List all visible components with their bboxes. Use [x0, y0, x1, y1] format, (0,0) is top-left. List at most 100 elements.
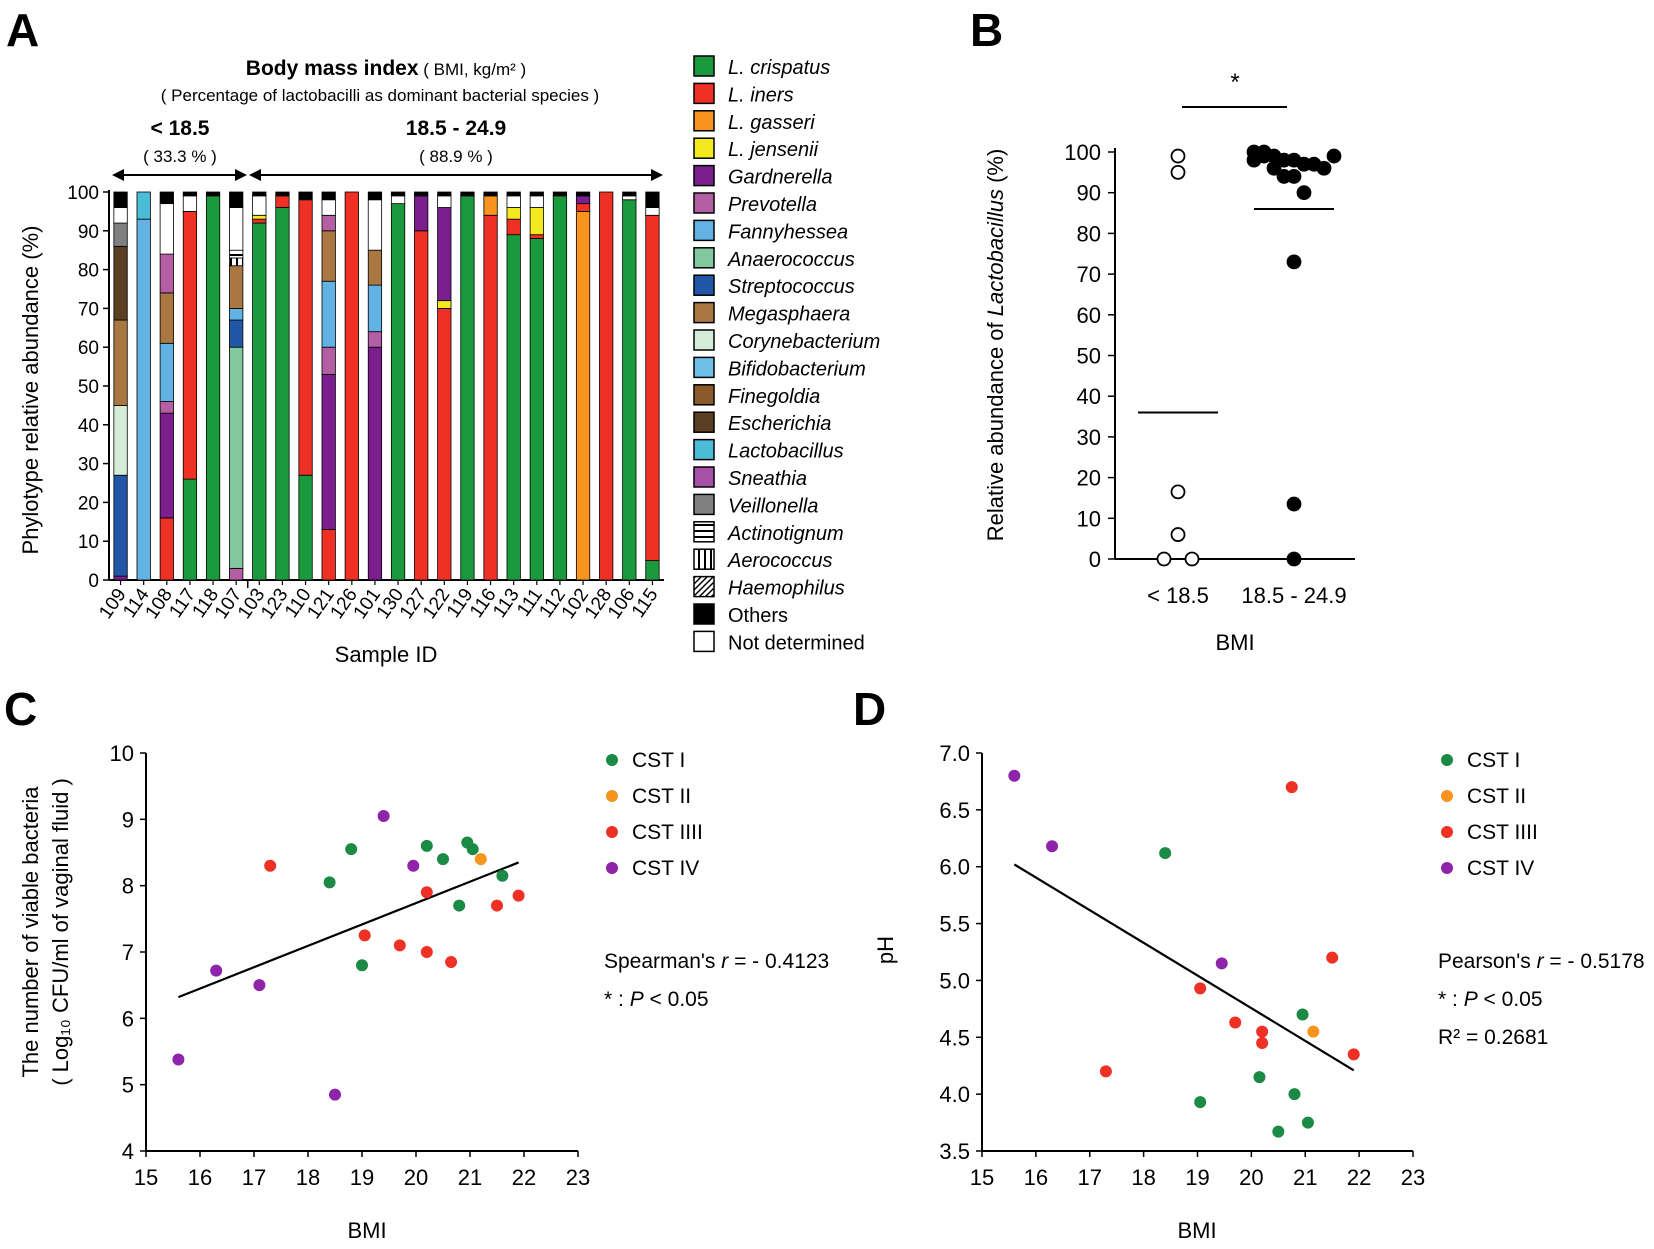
panel-d-r-symbol: r: [1537, 950, 1545, 973]
cst-legend-label: CST IV: [1467, 857, 1534, 880]
bar-segment-escherichia: [113, 245, 128, 321]
panel-b-ylabel: Relative abundance of Lactobacillus (%): [983, 149, 1008, 542]
panel-c-p-value: < 0.05: [644, 988, 709, 1011]
data-point-cst-i: [356, 959, 368, 972]
y-tick-label: 100: [67, 183, 99, 204]
bar-sample-101: [367, 191, 383, 581]
panel-d-method: Pearson's: [1438, 950, 1537, 973]
data-point: [1170, 484, 1186, 500]
bar-segment-veillonella: [113, 222, 128, 247]
cst-legend-item-cst-iiii: CST IIII: [1441, 821, 1538, 844]
bar-segment-l-iners: [575, 203, 591, 212]
x-tick-label: 18.5 - 24.9: [1241, 583, 1346, 608]
bar-segment-l-iners: [182, 210, 198, 480]
bar-sample-119: [460, 191, 475, 581]
x-tick-label: 17: [1078, 1165, 1102, 1190]
legend-label: Prevotella: [728, 194, 817, 216]
bar-sample-109: [113, 191, 128, 581]
bar-segment-others: [321, 191, 336, 201]
x-tick-label: 15: [134, 1165, 158, 1190]
data-point-cst-i: [496, 869, 509, 882]
legend-swatch: [693, 438, 715, 461]
panel-letter-b: B: [970, 4, 1003, 56]
data-point-cst-iv: [172, 1053, 185, 1066]
y-tick-label: 0: [1089, 547, 1101, 572]
panel-b-xlabel: BMI: [1215, 630, 1254, 655]
bar-segment-not-determined: [252, 195, 267, 216]
legend-item-bifidobacterium: Bifidobacterium: [693, 356, 866, 380]
cst-legend-label: CST II: [632, 785, 691, 808]
panel-d-p-prefix: * :: [1438, 988, 1464, 1011]
data-point-cst-iv: [253, 979, 266, 992]
bar-segment-not-determined: [622, 195, 637, 201]
panel-a-subtitle: ( Percentage of lactobacilli as dominant…: [161, 86, 599, 105]
bar-sample-130: [390, 191, 406, 581]
cst-legend-label: CST I: [1467, 749, 1520, 772]
bar-segment-not-determined: [506, 195, 521, 208]
data-point-cst-i: [1272, 1125, 1285, 1138]
bar-sample-102: [575, 191, 591, 581]
legend-swatch: [693, 301, 715, 324]
bar-segment-l-iners: [275, 195, 290, 208]
legend-item-escherichia: Escherichia: [693, 411, 831, 435]
y-tick-label: 80: [78, 261, 99, 282]
legend-item-veillonella: Veillonella: [693, 493, 818, 517]
data-point: [1256, 144, 1272, 160]
legend-swatch: [693, 82, 715, 105]
legend-swatch: [693, 55, 715, 77]
legend-item-l-jensenii: L. jensenii: [693, 137, 819, 161]
bar-segment-gardnerella: [437, 207, 452, 302]
data-point-cst-i: [1194, 1096, 1207, 1109]
legend-item-l-iners: L. iners: [693, 82, 794, 106]
bar-sample-113: [506, 191, 521, 581]
bar-segment-gardnerella: [575, 195, 591, 205]
bar-segment-not-determined: [182, 195, 198, 212]
data-point-cst-iiii: [1256, 1036, 1269, 1049]
bar-segment-l-iners: [506, 218, 521, 236]
legend-swatch: [693, 164, 715, 187]
bar-segment-not-determined: [321, 199, 336, 216]
x-tick-label: 20: [1239, 1165, 1263, 1190]
bar-sample-123: [275, 191, 290, 581]
legend-item-gardnerella: Gardnerella: [693, 164, 833, 189]
bar-segment-l-iners: [159, 517, 174, 581]
data-point: [1286, 551, 1302, 567]
cst-legend-item-cst-i: CST I: [1441, 749, 1520, 772]
y-tick-label: 30: [1077, 425, 1101, 450]
data-point: [1246, 152, 1262, 168]
data-point: [1286, 254, 1302, 270]
cst-legend-d: CST I CST II CST IIII CST IV: [1441, 749, 1538, 880]
bar-segment-l-crispatus: [552, 195, 568, 581]
legend-item-aerococcus: Aerococcus: [693, 548, 833, 572]
bar-sample-126: [344, 191, 359, 581]
legend-swatch: [693, 411, 715, 433]
bar-segment-l-iners: [483, 214, 498, 581]
data-point-cst-iiii: [491, 899, 503, 912]
bar-segment-others: [437, 191, 452, 197]
trendline: [177, 861, 520, 999]
legend-item-l-crispatus: L. crispatus: [693, 55, 830, 79]
panel-a-title-bold: Body mass index: [246, 57, 419, 80]
legend-swatch: [693, 548, 715, 570]
panel-a-ylabel: Phylotype relative abundance (%): [18, 226, 43, 555]
y-tick-label: 90: [78, 222, 99, 243]
y-tick-label: 7.0: [939, 741, 970, 766]
legend-swatch: [693, 384, 715, 406]
bar-segment-gardnerella: [321, 373, 336, 530]
cst-legend-marker: [1441, 862, 1453, 874]
legend-label: Megasphaera: [728, 304, 850, 326]
cst-legend-marker: [606, 826, 618, 838]
bar-segment-l-iners: [414, 230, 429, 581]
y-tick-label: 8: [122, 874, 134, 899]
bar-segment-l-crispatus: [252, 222, 267, 581]
y-tick-label: 5: [122, 1073, 134, 1098]
legend-label: Aerococcus: [727, 550, 833, 572]
bar-segment-l-crispatus: [182, 478, 198, 581]
bar-sample-110: [298, 191, 313, 581]
data-point-cst-i: [1301, 1116, 1314, 1129]
legend-swatch: [693, 521, 715, 543]
bar-segment-l-crispatus: [506, 234, 521, 581]
legend-swatch: [693, 603, 715, 625]
data-point-cst-iv: [407, 859, 420, 872]
bar-segment-not-determined: [390, 195, 406, 205]
